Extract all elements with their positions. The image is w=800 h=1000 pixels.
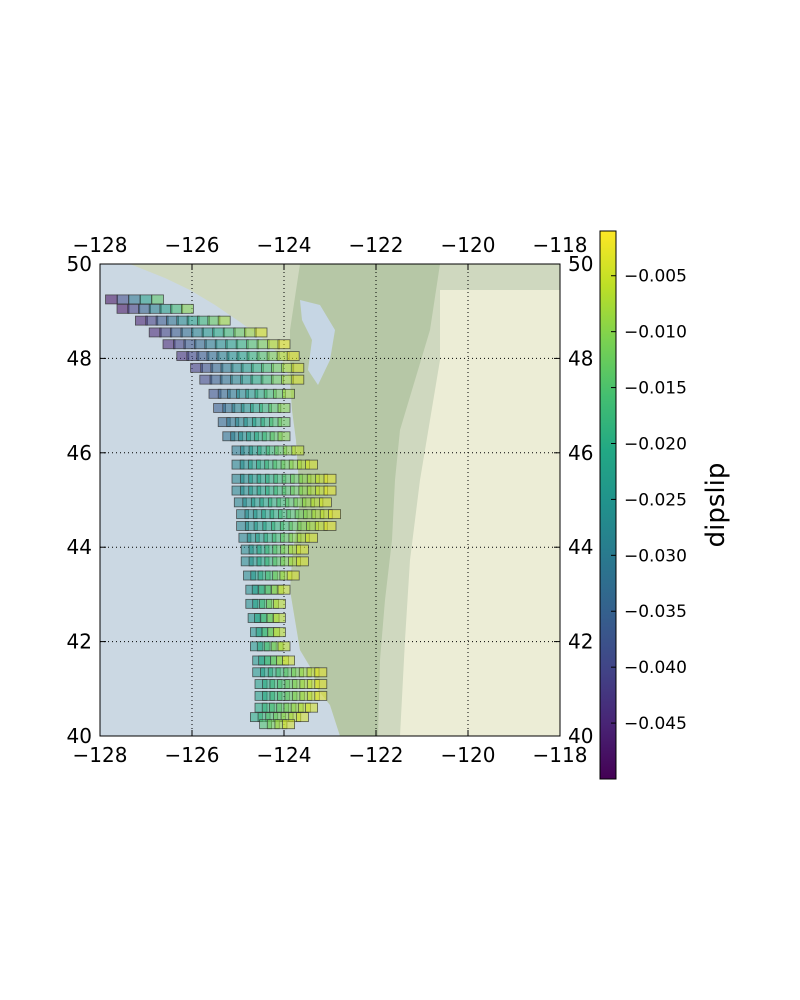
fault-patch (282, 719, 296, 730)
y-tick-label-left: 44 (67, 535, 92, 559)
y-tick-label-left: 48 (67, 346, 92, 370)
x-tick-label-bottom: −126 (165, 743, 220, 767)
fault-patch (128, 294, 141, 305)
fault-patch (277, 403, 291, 413)
puget-sound (300, 300, 335, 385)
fault-patch (282, 388, 296, 399)
fault-patch (323, 473, 337, 484)
colorbar-tick-label: −0.045 (624, 714, 687, 734)
fault-patch (323, 521, 337, 531)
x-tick-label-bottom: −118 (533, 743, 588, 767)
x-tick-label-top: −126 (165, 233, 220, 257)
colorbar-tick-label: −0.020 (624, 434, 687, 454)
fault-patch (277, 417, 291, 428)
fault-patch (116, 303, 130, 314)
fault-patch (291, 445, 305, 456)
colorbar-ticks: −0.005 −0.010 −0.015 −0.020 −0.025 −0.030 −0.0… (611, 267, 687, 734)
y-tick-label-left: 46 (67, 441, 92, 465)
colorbar-tick-label: −0.035 (624, 602, 687, 622)
y-tick-label-left: 50 (67, 252, 92, 276)
fault-patch (328, 509, 342, 520)
y-tick-label-right: 40 (568, 724, 593, 748)
colorbar-tick-label: −0.025 (624, 490, 687, 510)
fault-patch (272, 627, 286, 638)
fault-patch (282, 655, 296, 666)
fault-patch (159, 303, 173, 314)
fault-patch (180, 303, 194, 314)
fault-patch (277, 584, 291, 595)
eastern-plains (400, 290, 560, 736)
x-tick-label-top: −122 (349, 233, 404, 257)
x-tick-label-top: −118 (533, 233, 588, 257)
fault-patch (277, 431, 291, 442)
fault-patch (291, 374, 305, 385)
fault-patch (217, 315, 231, 326)
fault-patch (254, 327, 268, 338)
x-tick-label-top: −128 (73, 233, 128, 257)
fault-patch (318, 497, 332, 508)
colorbar-tick-label: −0.010 (624, 323, 687, 343)
fault-patch (105, 294, 118, 305)
colorbar-tick-label: −0.030 (624, 546, 687, 566)
x-tick-label-top: −124 (257, 233, 312, 257)
fault-patch (314, 667, 328, 678)
fault-patch (127, 303, 141, 314)
axis-tick-labels: −128 −128 −126 −126 −124 −124 −122 −122 −120 −120… (67, 233, 594, 767)
fault-patch (295, 712, 309, 723)
y-tick-label-left: 40 (67, 724, 92, 748)
fault-patch (314, 690, 328, 701)
axis-ticks (99, 263, 561, 737)
y-tick-label-right: 46 (568, 441, 593, 465)
fault-patch (170, 303, 184, 314)
fault-patch (151, 294, 164, 305)
fault-patch (305, 702, 319, 713)
fault-patch (286, 351, 300, 361)
fault-patch (277, 339, 291, 350)
colorbar-title: dipslip (701, 463, 731, 548)
axes-frame (99, 263, 561, 737)
fault-patch (295, 544, 309, 555)
forest-band (290, 264, 440, 736)
x-tick-label-bottom: −122 (349, 743, 404, 767)
y-tick-label-right: 42 (568, 630, 593, 654)
fault-patch (305, 532, 319, 543)
fault-patch (295, 556, 309, 567)
fault-patch (286, 570, 300, 581)
fault-patch (277, 641, 291, 652)
colorbar-tick-label: −0.015 (624, 379, 687, 399)
x-tick-label-bottom: −120 (441, 743, 496, 767)
fault-patch (272, 613, 286, 623)
colorbar-tick-label: −0.005 (624, 267, 687, 287)
y-tick-label-right: 44 (568, 535, 593, 559)
fault-patch (148, 303, 162, 314)
fault-patch (272, 598, 286, 609)
fault-patch (138, 303, 151, 314)
fault-patch (323, 485, 337, 496)
y-tick-label-right: 48 (568, 346, 593, 370)
x-tick-label-bottom: −124 (257, 743, 312, 767)
y-tick-label-left: 42 (67, 630, 92, 654)
fault-patch (116, 294, 130, 305)
x-tick-label-top: −120 (441, 233, 496, 257)
colorbar: −0.005 −0.010 −0.015 −0.020 −0.025 −0.030 −0.0… (599, 230, 731, 780)
fault-patch (139, 294, 153, 305)
fault-patch (291, 362, 305, 373)
colorbar-tick-label: −0.040 (624, 658, 687, 678)
fault-patch (305, 459, 319, 470)
fault-patches (105, 294, 342, 730)
fault-patch (314, 679, 328, 689)
y-tick-label-right: 50 (568, 252, 593, 276)
x-tick-label-bottom: −128 (73, 743, 128, 767)
colorbar-gradient (599, 230, 617, 780)
basemap (100, 264, 560, 736)
